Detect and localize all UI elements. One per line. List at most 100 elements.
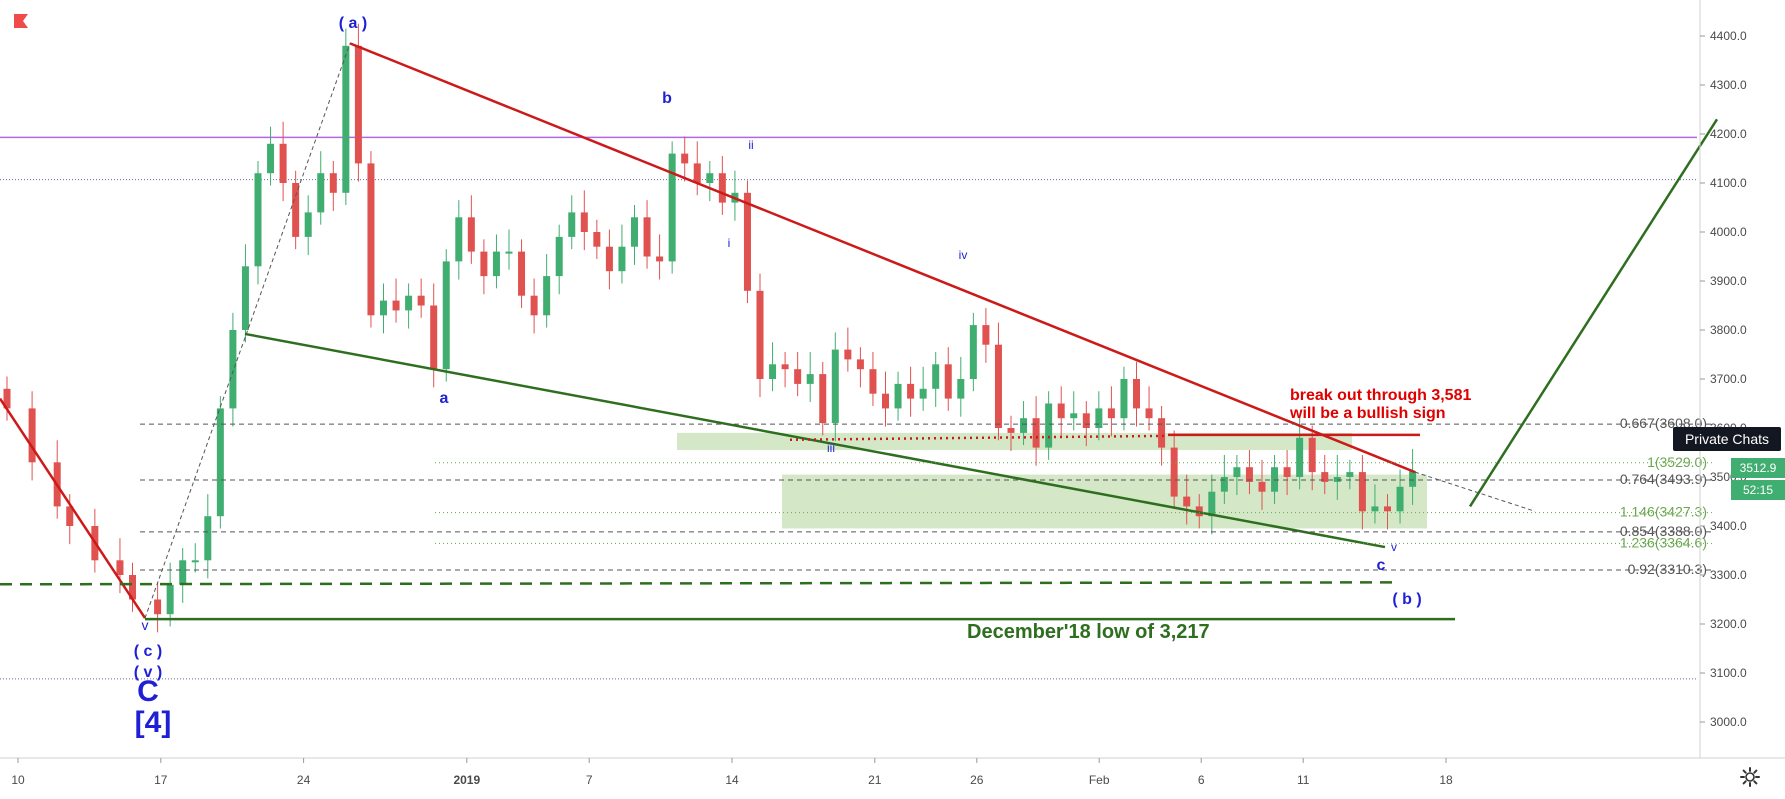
wave-label: b (662, 90, 672, 107)
wave-label: C (137, 675, 159, 708)
candle-body (241, 266, 249, 330)
fib-level-label: 0.854(3388.0) (1620, 523, 1707, 539)
candle-body (1346, 472, 1354, 477)
candle-body (342, 45, 350, 193)
x-tick-label: 24 (297, 773, 311, 787)
candle-body (292, 183, 300, 237)
candle-body (1296, 437, 1304, 477)
candle-body (467, 217, 475, 252)
candle-body (430, 305, 438, 370)
candle-body (392, 300, 400, 311)
candle-body (166, 584, 174, 615)
candle-body (618, 246, 626, 272)
candle-body (1045, 403, 1053, 448)
x-tick-label: 18 (1439, 773, 1453, 787)
candle-body (555, 236, 563, 277)
candle-body (1333, 477, 1341, 482)
candle-body (492, 251, 500, 277)
candle-body (417, 295, 425, 306)
candle-body (505, 251, 513, 254)
candle-body (1271, 467, 1279, 492)
y-tick-label: 4100.0 (1710, 176, 1747, 190)
wave-label: [4] (135, 706, 172, 739)
candle-body (831, 349, 839, 424)
x-tick-label: 14 (725, 773, 739, 787)
wave-label: ( c ) (134, 643, 162, 660)
x-tick-label: 6 (1198, 773, 1205, 787)
down-trendline-left (0, 397, 147, 619)
wave-label: ii (748, 138, 753, 152)
candle-body (631, 217, 638, 247)
candle-body (367, 163, 375, 316)
x-tick-label: Feb (1089, 773, 1110, 787)
chart-annotation: will be a bullish sign (1289, 405, 1446, 422)
candle-body (794, 369, 802, 384)
candle-body (718, 173, 726, 203)
candle-body (1020, 418, 1028, 433)
candle-body (229, 330, 237, 409)
support-zone (782, 474, 1427, 529)
x-tick-label: 26 (970, 773, 984, 787)
wave-label: ( a ) (339, 15, 367, 32)
candle-body (1007, 428, 1015, 433)
x-tick-label: 10 (11, 773, 25, 787)
candle-body (154, 599, 162, 615)
candle-body (1283, 467, 1291, 477)
y-tick-label: 4000.0 (1710, 225, 1747, 239)
candle-body (969, 325, 977, 379)
candle-body (957, 379, 965, 399)
candle-body (806, 374, 814, 384)
resistance-extension (1414, 471, 1536, 512)
wave-label: v (1391, 540, 1397, 554)
candle-body (1107, 408, 1115, 419)
candle-body (518, 251, 526, 296)
wave-label: a (440, 390, 449, 407)
current-price-tag: 3512.9 (1731, 458, 1785, 478)
y-tick-label: 3400.0 (1710, 519, 1747, 533)
wave-label: ( v ) (134, 664, 162, 681)
x-tick-label: 17 (154, 773, 168, 787)
x-tick-label: 2019 (453, 773, 480, 787)
y-tick-label: 4400.0 (1710, 29, 1747, 43)
candle-body (1082, 413, 1090, 428)
wave-label: iii (827, 441, 835, 455)
candle-body (1233, 467, 1241, 477)
y-tick-label: 3000.0 (1710, 715, 1747, 729)
candle-body (1158, 418, 1166, 448)
candle-body (1208, 491, 1216, 517)
dashed-impulse-line (144, 43, 351, 619)
wave-label: i (728, 236, 731, 250)
candle-body (1409, 471, 1417, 487)
candle-body (643, 217, 651, 257)
candle-body (1396, 486, 1404, 512)
candle-body (1371, 506, 1379, 512)
candle-body (1070, 413, 1078, 419)
candle-body (1245, 467, 1253, 482)
candle-body (329, 173, 337, 193)
candle-body (267, 143, 275, 174)
private-chats-button[interactable]: Private Chats (1673, 427, 1781, 451)
candle-body (1220, 477, 1228, 492)
candle-body (1308, 437, 1316, 473)
candle-body (1384, 506, 1391, 512)
fib-level-label: 1.146(3427.3) (1620, 504, 1707, 520)
candle-body (380, 300, 387, 316)
candle-body (254, 173, 262, 267)
candle-body (894, 383, 902, 409)
candle-body (543, 276, 551, 316)
candle-body (994, 344, 1002, 428)
candle-body (844, 349, 852, 360)
candle-body (129, 575, 136, 600)
y-tick-label: 3300.0 (1710, 568, 1747, 582)
candle-body (28, 408, 36, 463)
candle-body (3, 388, 11, 409)
candle-body (743, 192, 751, 291)
flag-icon[interactable] (12, 12, 30, 30)
candle-body (442, 261, 450, 370)
wave-label: ( b ) (1392, 591, 1421, 608)
wave-label: c (1377, 557, 1386, 574)
gear-icon[interactable] (1739, 766, 1761, 788)
fib-level-label: 0.764(3493.9) (1620, 471, 1707, 487)
x-tick-label: 7 (586, 773, 593, 787)
